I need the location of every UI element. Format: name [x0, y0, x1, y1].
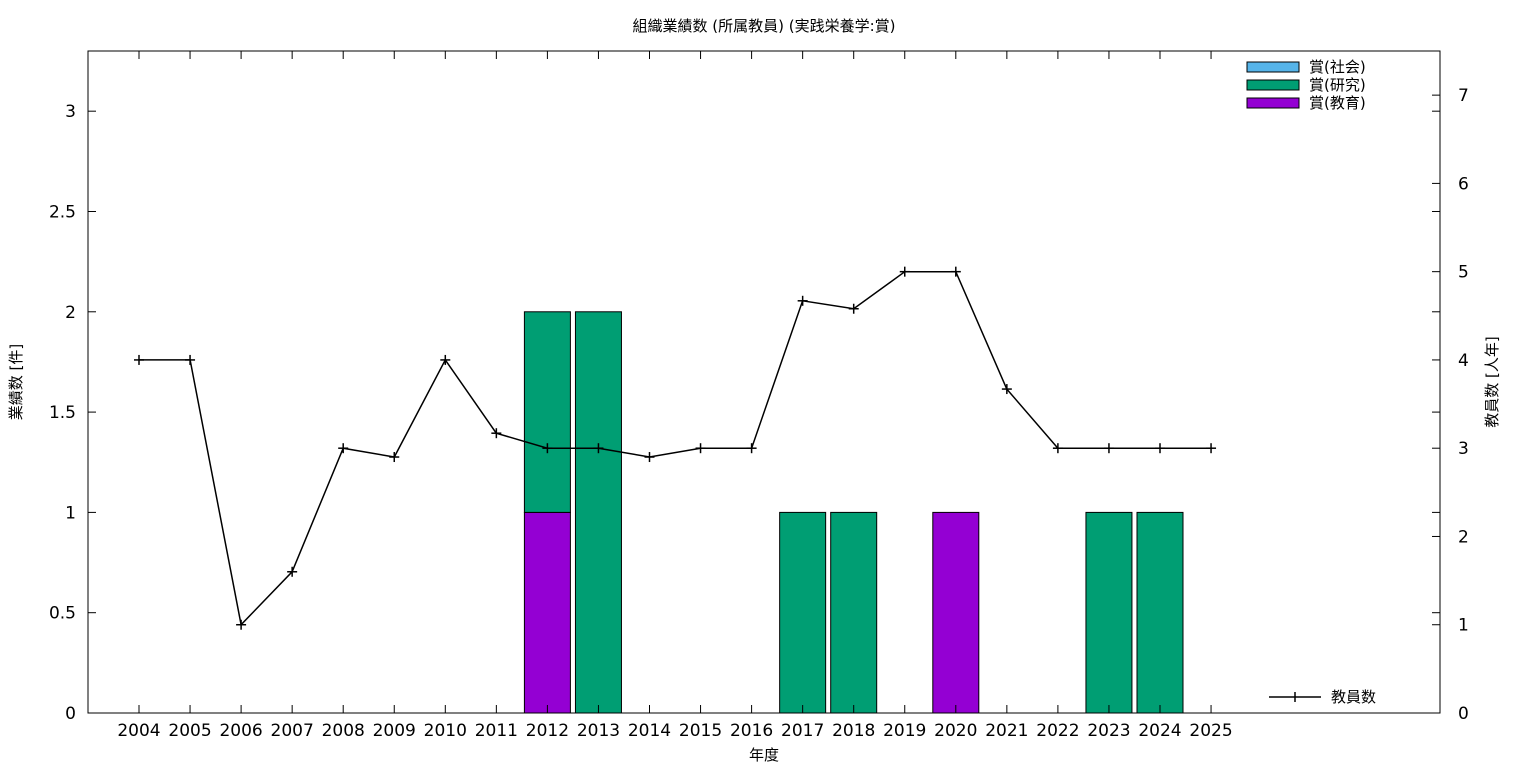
line-point-2017 [797, 295, 808, 306]
y2-tick-label: 1 [1458, 616, 1469, 636]
legend-label-1: 賞(研究) [1309, 76, 1366, 94]
y-axis-label: 業績数 [件] [7, 344, 25, 420]
x-axis-ticks: 2004 2005 2006 2007 2008 2009 2010 2011 2012 2013… [117, 51, 1233, 741]
y2-tick-label: 3 [1458, 439, 1469, 459]
line-point-2010 [440, 354, 451, 365]
x-tick-label: 2016 [730, 721, 773, 741]
x-tick-label: 2024 [1138, 721, 1181, 741]
plot-frame [87, 50, 1441, 714]
bar-2017-series-1 [779, 511, 827, 714]
y2-axis-ticks: 0 1 2 3 4 5 6 7 [1432, 86, 1469, 724]
line-point-2006 [236, 619, 247, 630]
x-tick-label: 2018 [832, 721, 875, 741]
legend-swatch-2 [1246, 97, 1300, 109]
y-tick-label: 1 [65, 503, 76, 523]
line-point-2015 [695, 443, 706, 454]
x-tick-label: 2012 [526, 721, 569, 741]
y-tick-label: 3 [65, 102, 76, 122]
line-point-2013 [593, 443, 604, 454]
x-tick-label: 2020 [934, 721, 977, 741]
y2-tick-label: 5 [1458, 263, 1469, 283]
y-tick-label: 0 [65, 704, 76, 724]
x-tick-label: 2015 [679, 721, 722, 741]
x-axis-label: 年度 [749, 746, 779, 764]
x-tick-label: 2009 [373, 721, 416, 741]
y-tick-label: 1.5 [49, 403, 76, 423]
y-tick-label: 0.5 [49, 604, 76, 624]
x-tick-label: 2023 [1087, 721, 1130, 741]
x-tick-label: 2014 [628, 721, 671, 741]
line-point-2018 [848, 303, 859, 314]
legend: 賞(社会)賞(研究)賞(教育) 教員数 [1246, 58, 1376, 706]
line-series-faculty [139, 270, 1211, 627]
legend-label-line: 教員数 [1331, 688, 1376, 706]
bar-2023-series-1 [1085, 511, 1133, 714]
line-point-2020 [950, 266, 961, 277]
y-axis-ticks: 0 0.5 1 1.5 2 2.5 3 [49, 102, 1440, 724]
x-tick-label: 2017 [781, 721, 824, 741]
line-point-2025 [1206, 443, 1217, 454]
x-tick-label: 2005 [168, 721, 211, 741]
line-point-2009 [389, 452, 400, 463]
line-point-2008 [338, 443, 349, 454]
bar-2013-series-1 [574, 311, 622, 714]
x-tick-label: 2025 [1189, 721, 1232, 741]
line-point-2012 [542, 443, 553, 454]
x-tick-label: 2021 [985, 721, 1028, 741]
line-point-2014 [644, 452, 655, 463]
bar-2024-series-1 [1136, 511, 1184, 714]
chart-title: 組織業績数 (所属教員) (実践栄養学:賞) [633, 17, 896, 35]
legend-swatch-0 [1246, 61, 1300, 73]
bars-layer [523, 311, 1184, 714]
line-point-2005 [185, 354, 196, 365]
x-tick-label: 2004 [117, 721, 160, 741]
legend-label-2: 賞(教育) [1309, 94, 1366, 112]
bar-2018-series-1 [830, 511, 878, 714]
y2-tick-label: 6 [1458, 174, 1469, 194]
y2-tick-label: 2 [1458, 527, 1469, 547]
line-point-2023 [1103, 443, 1114, 454]
x-tick-label: 2010 [424, 721, 467, 741]
y2-tick-label: 4 [1458, 351, 1469, 371]
line-point-2022 [1052, 443, 1063, 454]
x-tick-label: 2011 [475, 721, 518, 741]
x-tick-label: 2013 [577, 721, 620, 741]
line-point-2011 [491, 428, 502, 439]
y2-axis-label: 教員数 [人年] [1483, 336, 1501, 427]
x-tick-label: 2006 [219, 721, 262, 741]
y2-tick-label: 0 [1458, 704, 1469, 724]
line-layer [134, 266, 1217, 630]
bar-2020-series-0 [932, 511, 980, 714]
x-tick-label: 2008 [322, 721, 365, 741]
x-tick-label: 2019 [883, 721, 926, 741]
y-tick-label: 2.5 [49, 202, 76, 222]
legend-swatch-1 [1246, 79, 1300, 91]
y-tick-label: 2 [65, 303, 76, 323]
line-point-2024 [1155, 443, 1165, 454]
bar-2012-series-0 [523, 511, 571, 714]
line-point-2004 [134, 354, 144, 365]
bar-2012-series-1 [523, 311, 571, 513]
legend-label-0: 賞(社会) [1309, 58, 1366, 76]
line-point-2021 [1001, 384, 1012, 395]
x-tick-label: 2007 [271, 721, 314, 741]
x-tick-label: 2022 [1036, 721, 1079, 741]
line-point-2019 [899, 266, 910, 277]
line-point-2007 [287, 566, 298, 577]
line-point-2016 [746, 443, 757, 454]
y2-tick-label: 7 [1458, 86, 1469, 106]
